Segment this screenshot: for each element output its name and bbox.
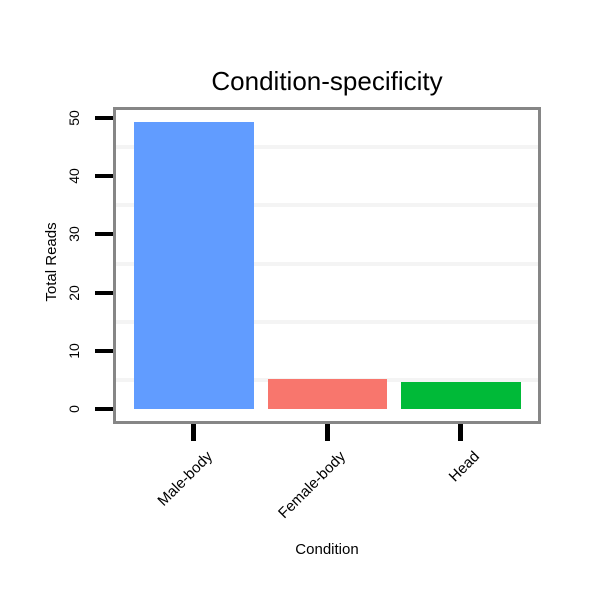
- y-tick-label: 20: [66, 284, 82, 301]
- bar-female-body: [267, 379, 387, 409]
- minor-gridline: [116, 145, 538, 150]
- bar-male-body: [134, 122, 254, 409]
- plot-box: [113, 107, 541, 424]
- x-axis-tick: [458, 424, 464, 441]
- y-tick-label: 30: [66, 226, 82, 243]
- x-axis-tick: [191, 424, 197, 441]
- y-axis-tick: [95, 174, 113, 179]
- y-tick-label: 10: [66, 343, 82, 359]
- y-tick-label: 40: [66, 168, 82, 184]
- bar-head: [401, 382, 521, 409]
- x-axis-label: Condition: [295, 541, 359, 558]
- minor-gridline: [116, 203, 538, 208]
- y-axis-tick: [95, 232, 113, 237]
- y-tick-label: 50: [66, 110, 82, 126]
- chart-title: Condition-specificity: [211, 66, 443, 96]
- y-axis-tick: [95, 407, 113, 411]
- y-axis-tick: [95, 290, 113, 295]
- y-tick-label: 0: [66, 405, 82, 413]
- y-axis-tick: [95, 348, 113, 353]
- plot-area: [116, 110, 538, 421]
- y-axis-tick: [95, 116, 113, 120]
- x-axis-tick: [324, 424, 330, 441]
- minor-gridline: [116, 261, 538, 266]
- minor-gridline: [116, 319, 538, 324]
- y-axis-label: Total Reads: [43, 222, 60, 302]
